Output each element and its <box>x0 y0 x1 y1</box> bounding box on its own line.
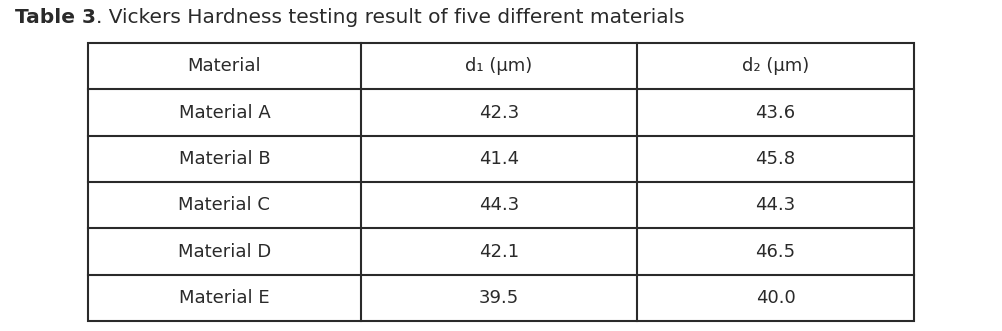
Text: Material D: Material D <box>177 243 271 260</box>
Text: 44.3: 44.3 <box>756 196 796 214</box>
Text: Material E: Material E <box>179 289 270 307</box>
Text: 39.5: 39.5 <box>479 289 519 307</box>
Text: Table 3: Table 3 <box>15 8 96 27</box>
Text: Material A: Material A <box>178 104 271 121</box>
Text: 41.4: 41.4 <box>479 150 519 168</box>
Text: Material C: Material C <box>178 196 271 214</box>
Bar <box>88 43 914 321</box>
Text: 40.0: 40.0 <box>756 289 796 307</box>
Text: . Vickers Hardness testing result of five different materials: . Vickers Hardness testing result of fiv… <box>96 8 684 27</box>
Text: Material B: Material B <box>178 150 271 168</box>
Text: 43.6: 43.6 <box>756 104 796 121</box>
Text: 42.3: 42.3 <box>479 104 519 121</box>
Text: 44.3: 44.3 <box>479 196 519 214</box>
Text: 46.5: 46.5 <box>756 243 796 260</box>
Text: d₂ (μm): d₂ (μm) <box>741 57 810 75</box>
Text: d₁ (μm): d₁ (μm) <box>465 57 532 75</box>
Text: 45.8: 45.8 <box>756 150 796 168</box>
Text: 42.1: 42.1 <box>479 243 519 260</box>
Text: Material: Material <box>187 57 262 75</box>
